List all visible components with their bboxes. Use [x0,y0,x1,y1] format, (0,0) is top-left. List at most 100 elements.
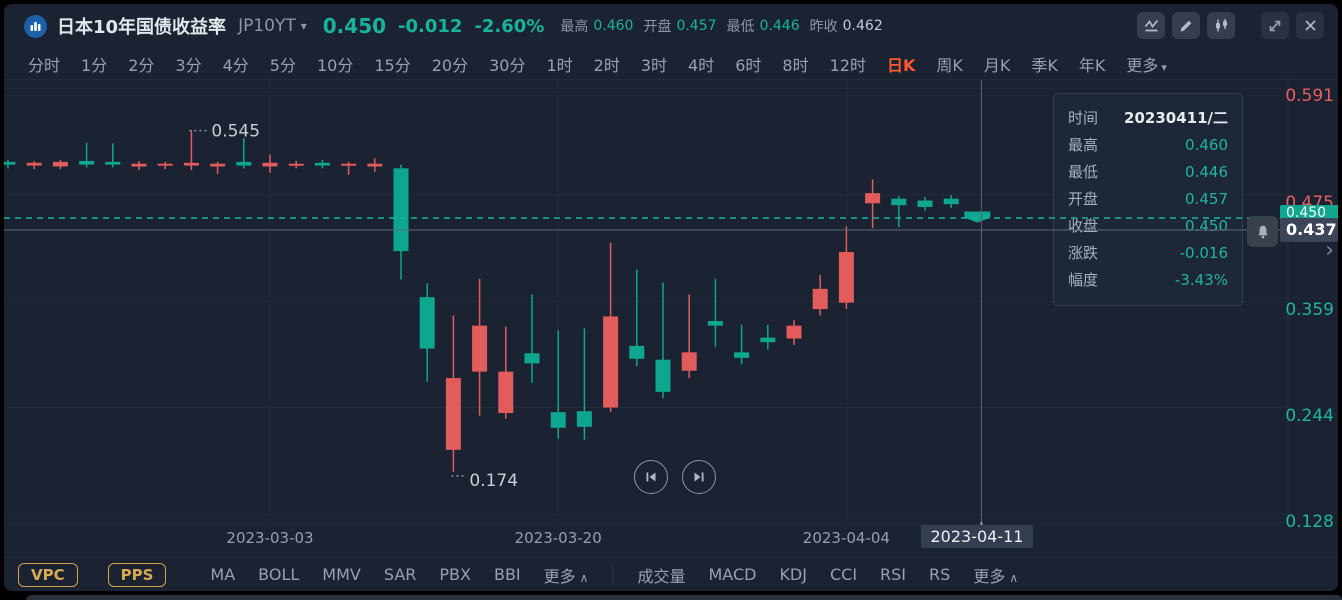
candle-body [760,337,776,343]
candle-body [445,378,461,450]
price-scale-label: 0.591 [1285,86,1334,107]
tooltip-row-开盘: 开盘 0.457 [1068,185,1228,212]
sub-indicators-more[interactable]: 更多 ∧ [973,566,1019,586]
tooltip-label: 涨跌 [1068,244,1099,262]
indicator-tab-MACD[interactable]: MACD [708,565,757,584]
candlestick-chart[interactable]: 0.545 0.174 [4,78,1338,530]
price-change: -0.012 [398,15,463,37]
date-axis-label: 2023-03-03 [226,529,314,547]
timeframe-tab-15分[interactable]: 15分 [374,55,411,75]
indicator-tab-KDJ[interactable]: KDJ [779,565,807,584]
timeframe-tab-月K[interactable]: 月K [983,55,1011,75]
pps-button[interactable]: PPS [107,562,167,587]
candle-body [786,325,802,339]
price-alert-bell-button[interactable] [1247,216,1278,247]
indicator-tab-SAR[interactable]: SAR [383,565,417,584]
candle [964,211,991,223]
indicator-tab-BBI[interactable]: BBI [493,565,521,584]
stat-value: 0.457 [676,18,717,34]
timeframe-tab-12时[interactable]: 12时 [829,55,866,75]
candle-body [393,168,409,252]
candle-body [917,200,933,207]
tooltip-label: 最高 [1068,136,1099,154]
candle [131,160,147,171]
candle [419,283,435,382]
tooltip-row-最低: 最低 0.446 [1068,158,1228,185]
indicator-tab-MMV[interactable]: MMV [322,565,361,584]
skip-to-end-button[interactable] [682,460,716,494]
timeframe-tab-周K[interactable]: 周K [936,55,963,75]
indicator-tab-RSI[interactable]: RSI [880,565,907,584]
timeframe-tab-年K[interactable]: 年K [1078,55,1106,75]
indicator-toolbar: VPC PPS MA BOLL MMV SAR PBX BBI 更多 ∧ 成交量 MACD KDJ CCI… [4,557,1338,591]
timeframe-tab-3时[interactable]: 3时 [640,55,668,75]
indicator-tab-成交量[interactable]: 成交量 [637,566,686,586]
candle-body [629,345,645,359]
crosshair-price-badge: 0.437 [1280,218,1338,242]
timeframe-tab-2时[interactable]: 2时 [593,55,620,75]
vpc-button[interactable]: VPC [18,562,78,587]
timeframe-tab-5分[interactable]: 5分 [269,55,296,75]
tooltip-label: 幅度 [1068,271,1099,289]
timeframe-tab-4时[interactable]: 4时 [688,55,715,75]
stat-最高: 最高 0.460 [560,16,633,36]
candle-body [681,352,697,371]
timeframe-tab-1分[interactable]: 1分 [81,55,108,75]
lower-window-edge [26,595,1342,600]
timeframe-tab-20分[interactable]: 20分 [431,55,469,75]
candle [314,160,330,169]
collapse-icon[interactable] [1261,12,1289,39]
timeframe-tab-2分[interactable]: 2分 [128,55,155,75]
indicator-tab-BOLL[interactable]: BOLL [258,565,300,584]
header-bar: 日本10年国债收益率 JP10YT ▾ 0.450 -0.012 -2.60% … [4,4,1338,48]
indicator-tab-MA[interactable]: MA [210,565,236,584]
timeframe-tab-分时[interactable]: 分时 [28,55,61,75]
candle-body [472,325,488,372]
skip-to-start-button[interactable] [634,460,668,494]
candle [183,130,199,171]
sub-indicator-tabs: 成交量 MACD KDJ CCI RSI RS 更多 ∧ [637,563,1018,587]
candlestick-icon[interactable] [1207,12,1235,39]
indicator-tab-RS[interactable]: RS [929,565,951,584]
candle [210,161,226,174]
symbol-caret-icon[interactable]: ▾ [300,19,307,33]
main-indicator-tabs: MA BOLL MMV SAR PBX BBI 更多 ∧ [210,563,588,587]
candle-body [262,162,278,167]
timeframe-tab-季K[interactable]: 季K [1031,55,1058,75]
candle-body [734,352,750,358]
indicator-tab-PBX[interactable]: PBX [439,565,471,584]
edit-icon[interactable] [1172,12,1200,39]
timeframe-tab-1时[interactable]: 1时 [546,55,573,75]
candle [734,324,750,365]
low-annotation-label: 0.174 [469,471,518,491]
candle-body [26,162,42,166]
timeframe-tab-4分[interactable]: 4分 [222,55,249,75]
line-chart-icon[interactable] [1137,12,1165,39]
timeframe-tab-8时[interactable]: 8时 [782,55,809,75]
tooltip-row-涨跌: 涨跌 -0.016 [1068,239,1228,266]
candle [26,160,42,170]
main-indicators-more[interactable]: 更多 ∧ [543,566,589,586]
timeframe-tab-3分[interactable]: 3分 [175,55,202,75]
candle-body [52,161,68,167]
timeframe-tab-10分[interactable]: 10分 [316,55,354,75]
tooltip-value: -0.016 [1179,243,1228,262]
candle [367,158,383,172]
indicator-tab-CCI[interactable]: CCI [829,565,858,584]
close-icon[interactable] [1296,12,1324,39]
candle [262,154,278,173]
last-price: 0.450 [322,14,387,38]
timeframe-tab-30分[interactable]: 30分 [489,55,526,75]
current-candle-marker [964,211,991,223]
symbol-label[interactable]: JP10YT [238,16,296,36]
scale-expand-chevron-icon[interactable]: › [1325,238,1334,263]
candle-body [419,297,435,349]
timeframe-tab-日K[interactable]: 日K [886,55,916,75]
timeframe-tab-6时[interactable]: 6时 [735,55,762,75]
tooltip-row-收盘: 收盘 0.450 [1068,212,1228,239]
timeframe-more-menu[interactable]: 更多 ▾ [1126,55,1167,75]
candle [707,278,723,347]
tooltip-value: 0.450 [1185,216,1228,235]
candle-body [79,160,95,165]
candle-body [838,252,854,303]
